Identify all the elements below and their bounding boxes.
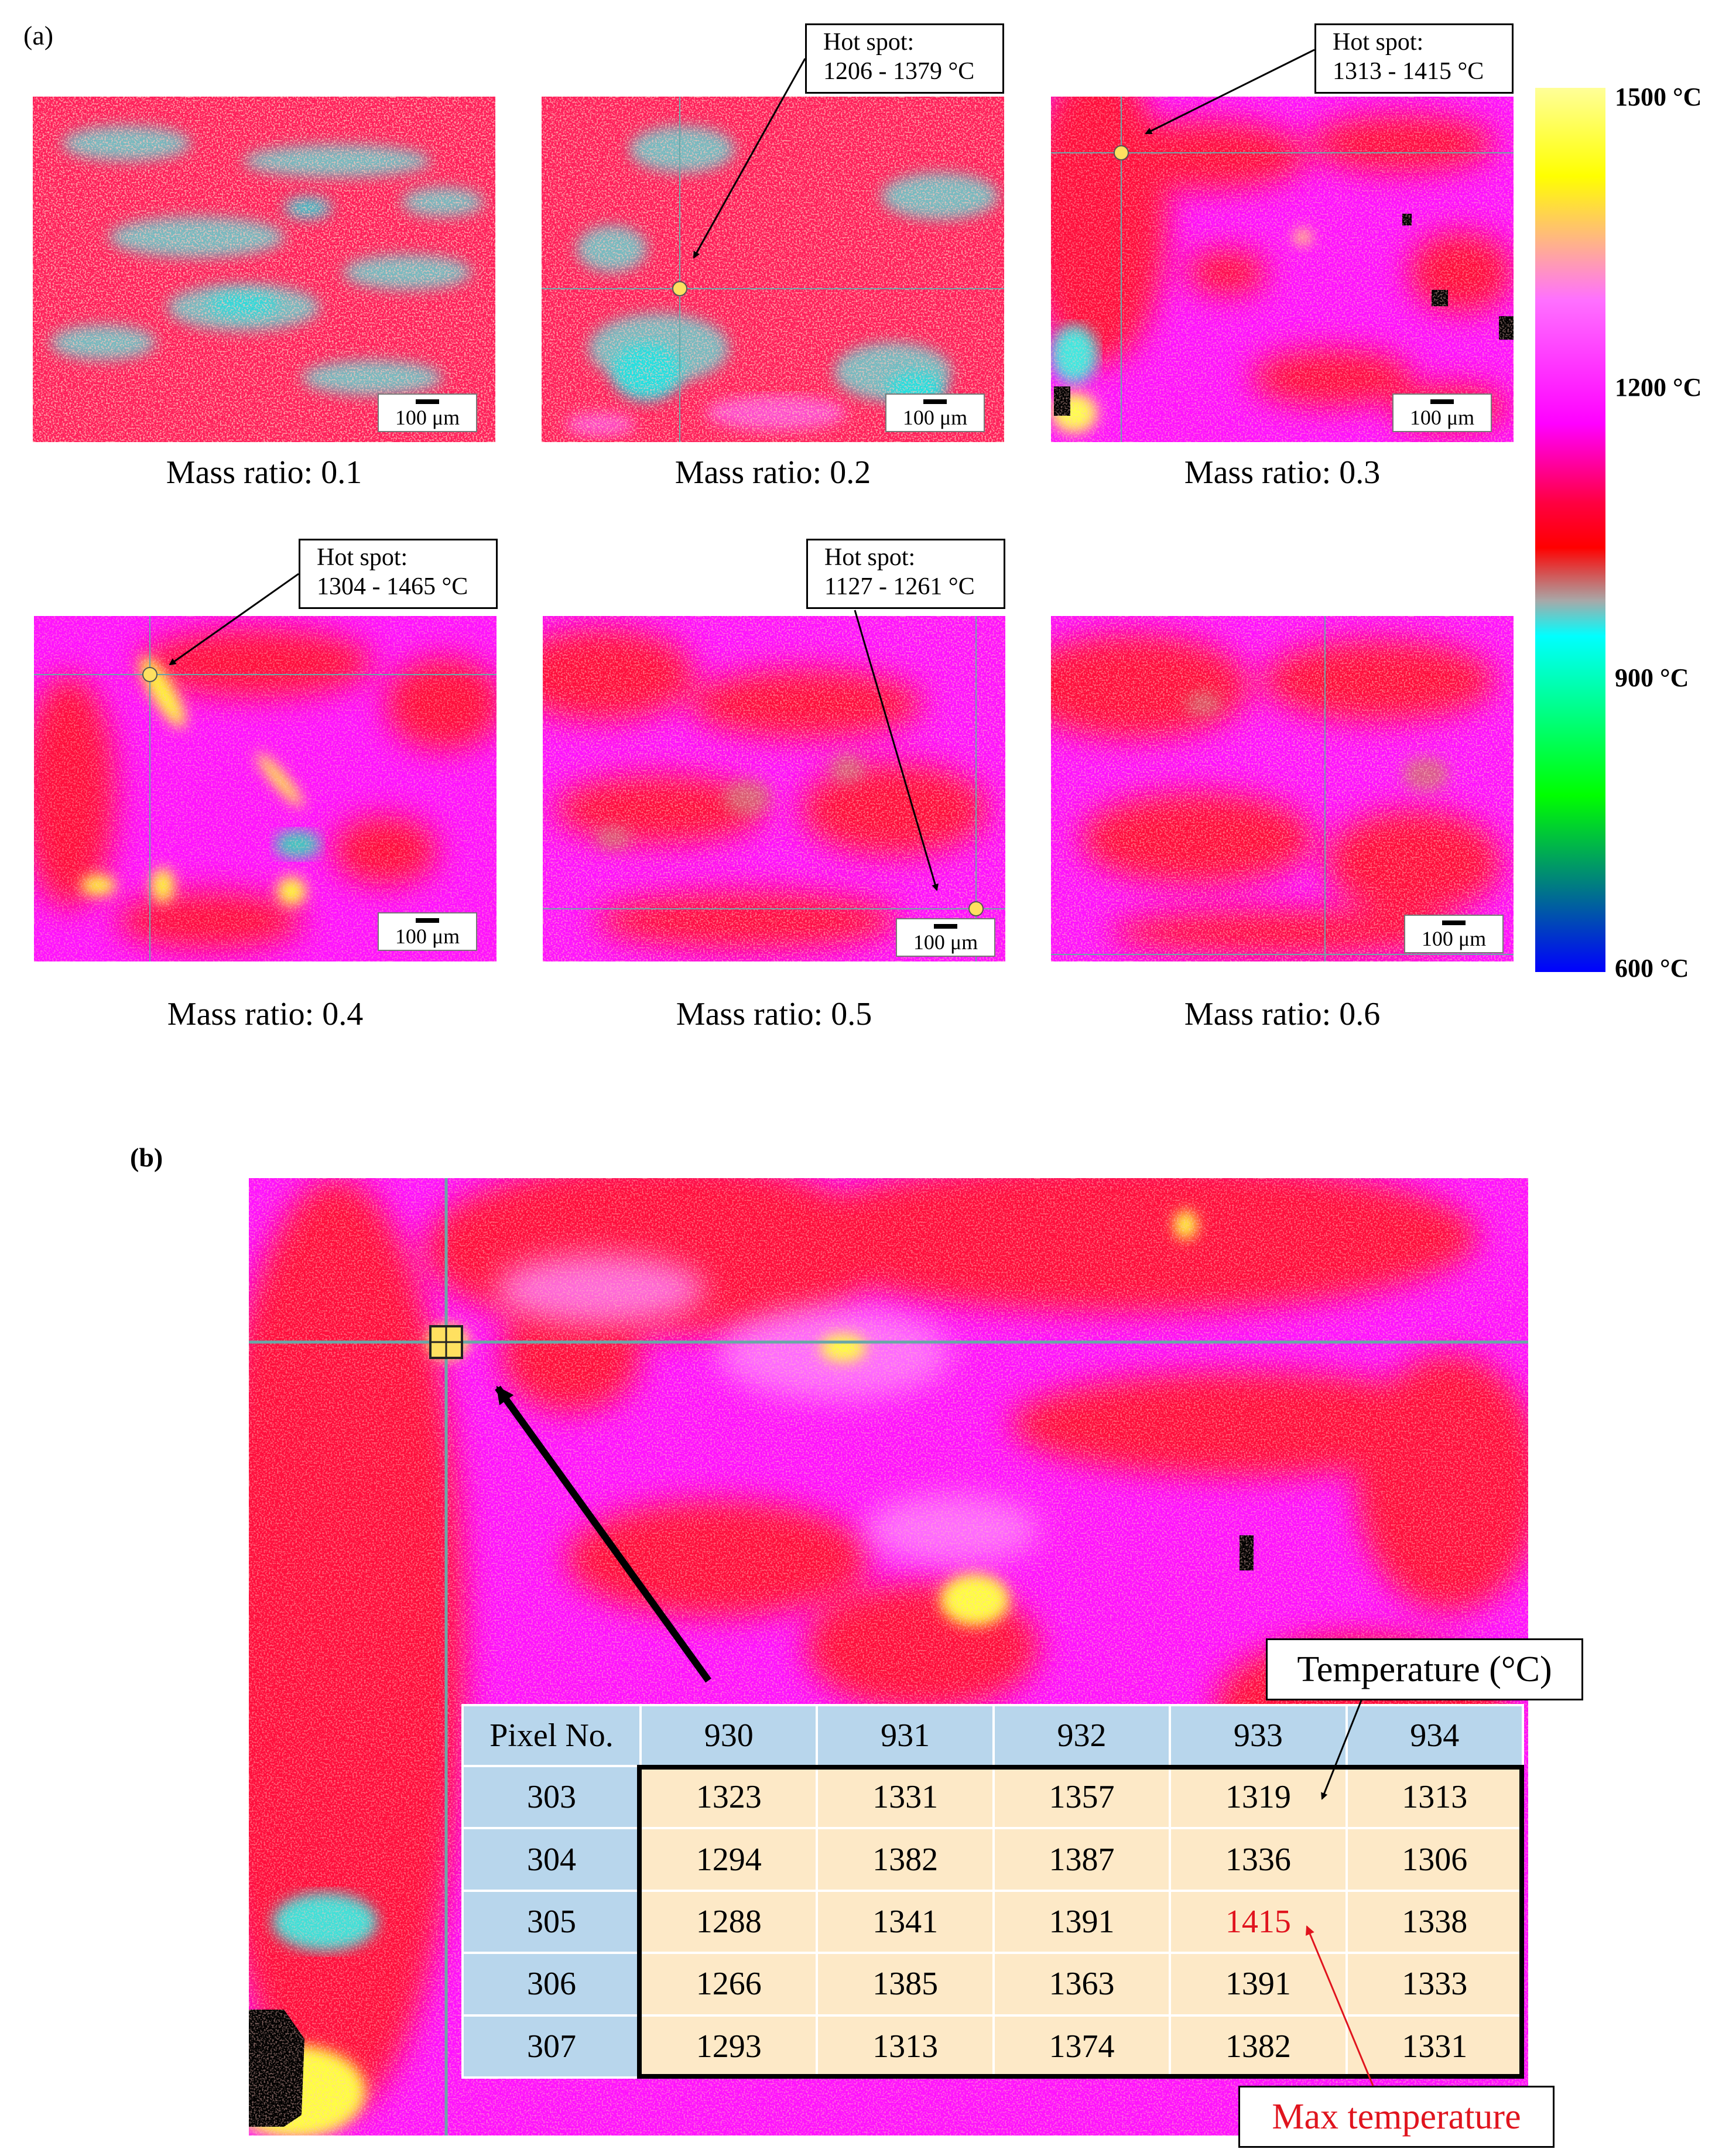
hotspot-title: Hot spot: (823, 29, 915, 56)
hotspot-title: Hot spot: (824, 544, 916, 571)
row-header: 303 (461, 1764, 642, 1830)
table-cell: 1382 (1169, 2014, 1348, 2079)
table-cell: 1374 (992, 2014, 1172, 2079)
caption-0-5: Mass ratio: 0.5 (676, 996, 872, 1032)
scalebar-0-2: 100 μm (885, 393, 985, 432)
thermal-map-0-3 (1051, 97, 1514, 442)
table-cell: 1391 (1169, 1952, 1348, 2017)
hotspot-callout-0-3: Hot spot: 1313 - 1415 °C (1314, 23, 1514, 94)
row-header: 304 (461, 1827, 642, 1892)
table-row: 303 1323 1331 1357 1319 1313 (461, 1764, 1525, 1830)
table-cell: 1293 (639, 2014, 819, 2079)
table-cell: 1313 (1345, 1764, 1525, 1830)
temperature-table: Pixel No. 930 931 932 933 934 303 1323 1… (461, 1704, 1525, 2079)
thermal-map-0-4 (34, 616, 497, 961)
colorbar-tick-900: 900 °C (1615, 663, 1689, 692)
hotspot-callout-0-4: Hot spot: 1304 - 1465 °C (299, 539, 498, 609)
temperature-label: Temperature (°C) (1266, 1638, 1583, 1700)
colorbar-tick-1500: 1500 °C (1615, 83, 1702, 111)
table-cell: 1357 (992, 1764, 1172, 1830)
hotspot-callout-0-2: Hot spot: 1206 - 1379 °C (805, 23, 1004, 94)
hotspot-range: 1304 - 1465 °C (317, 573, 468, 600)
table-cell: 1341 (816, 1889, 995, 1955)
scalebar-0-5: 100 μm (896, 918, 995, 957)
table-cell: 1319 (1169, 1764, 1348, 1830)
table-cell: 1288 (639, 1889, 819, 1955)
panel-b-label: (b) (130, 1142, 163, 1172)
caption-0-2: Mass ratio: 0.2 (675, 454, 871, 491)
caption-0-1: Mass ratio: 0.1 (166, 454, 362, 491)
table-cell: 1382 (816, 1827, 995, 1892)
table-cell: 1385 (816, 1952, 995, 2017)
table-cell: 1313 (816, 2014, 995, 2079)
thermal-map-0-2 (542, 97, 1004, 442)
scalebar-0-3: 100 μm (1392, 393, 1492, 432)
table-row: 307 1293 1313 1374 1382 1331 (461, 2014, 1525, 2079)
table-row: 305 1288 1341 1391 1415 1338 (461, 1889, 1525, 1955)
panel-a-label: (a) (23, 20, 54, 50)
caption-0-6: Mass ratio: 0.6 (1184, 996, 1381, 1032)
table-cell: 1266 (639, 1952, 819, 2017)
colorbar (1535, 88, 1605, 972)
row-header: 305 (461, 1889, 642, 1955)
max-temperature-label: Max temperature (1238, 2086, 1555, 2148)
max-temperature-cell: 1415 (1169, 1889, 1348, 1955)
thermal-map-0-6 (1051, 616, 1514, 961)
column-header: 931 (816, 1704, 995, 1767)
table-cell: 1294 (639, 1827, 819, 1892)
table-row: 304 1294 1382 1387 1336 1306 (461, 1827, 1525, 1892)
colorbar-tick-1200: 1200 °C (1615, 373, 1702, 402)
table-cell: 1331 (1345, 2014, 1525, 2079)
hotspot-range: 1206 - 1379 °C (823, 58, 975, 85)
table-cell: 1306 (1345, 1827, 1525, 1892)
thermal-map-0-1 (33, 97, 495, 442)
hotspot-range: 1313 - 1415 °C (1333, 58, 1484, 85)
table-cell: 1387 (992, 1827, 1172, 1892)
colorbar-tick-600: 600 °C (1615, 954, 1689, 983)
hotspot-callout-0-5: Hot spot: 1127 - 1261 °C (806, 539, 1005, 609)
table-cell: 1363 (992, 1952, 1172, 2017)
hotspot-title: Hot spot: (317, 544, 408, 571)
scalebar-0-6: 100 μm (1404, 915, 1504, 953)
hotspot-range: 1127 - 1261 °C (824, 573, 975, 600)
table-corner-header: Pixel No. (461, 1704, 642, 1767)
scalebar-0-1: 100 μm (378, 393, 477, 432)
caption-0-4: Mass ratio: 0.4 (167, 996, 364, 1032)
caption-0-3: Mass ratio: 0.3 (1184, 454, 1381, 491)
thermal-map-0-5 (543, 616, 1005, 961)
table-cell: 1338 (1345, 1889, 1525, 1955)
hotspot-title: Hot spot: (1333, 29, 1424, 56)
row-header: 306 (461, 1952, 642, 2017)
table-cell: 1336 (1169, 1827, 1348, 1892)
table-cell: 1323 (639, 1764, 819, 1830)
column-header: 933 (1169, 1704, 1348, 1767)
scalebar-0-4: 100 μm (378, 912, 477, 951)
table-cell: 1333 (1345, 1952, 1525, 2017)
column-header: 934 (1345, 1704, 1525, 1767)
table-row: 306 1266 1385 1363 1391 1333 (461, 1952, 1525, 2017)
row-header: 307 (461, 2014, 642, 2079)
table-cell: 1331 (816, 1764, 995, 1830)
column-header: 930 (639, 1704, 819, 1767)
table-cell: 1391 (992, 1889, 1172, 1955)
column-header: 932 (992, 1704, 1172, 1767)
